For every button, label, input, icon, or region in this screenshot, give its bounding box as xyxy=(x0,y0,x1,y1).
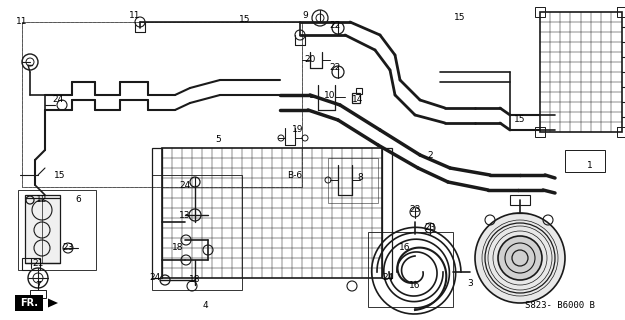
Text: 20: 20 xyxy=(304,55,316,65)
Text: 16: 16 xyxy=(399,244,411,252)
Text: 15: 15 xyxy=(514,116,526,124)
Text: 8: 8 xyxy=(357,173,363,182)
Text: 23: 23 xyxy=(424,223,436,233)
Circle shape xyxy=(498,236,542,280)
Text: 15: 15 xyxy=(239,15,251,25)
Text: 18: 18 xyxy=(173,244,184,252)
Text: 10: 10 xyxy=(324,91,336,100)
Text: 1: 1 xyxy=(587,161,593,170)
FancyArrow shape xyxy=(20,299,58,308)
Text: 23: 23 xyxy=(409,205,421,214)
Text: 24: 24 xyxy=(52,95,64,105)
Text: 18: 18 xyxy=(189,276,201,284)
Text: 16: 16 xyxy=(409,281,421,290)
Bar xyxy=(18,190,96,270)
Text: S823- B6000 B: S823- B6000 B xyxy=(525,300,595,309)
Bar xyxy=(22,22,302,187)
Bar xyxy=(368,232,453,307)
Text: 19: 19 xyxy=(292,125,304,134)
Text: 7: 7 xyxy=(35,281,41,290)
Bar xyxy=(535,7,545,17)
Bar xyxy=(540,12,622,132)
Bar xyxy=(382,148,392,278)
Bar xyxy=(152,175,242,290)
Text: 5: 5 xyxy=(215,135,221,145)
Bar xyxy=(535,127,545,137)
Text: 2: 2 xyxy=(428,150,432,159)
Bar xyxy=(328,158,378,203)
Text: 22: 22 xyxy=(329,63,341,73)
Bar xyxy=(510,195,530,205)
Text: 3: 3 xyxy=(467,278,473,287)
Text: 24: 24 xyxy=(149,274,161,283)
Text: 6: 6 xyxy=(75,196,81,204)
Bar xyxy=(617,7,625,17)
Bar xyxy=(22,22,302,187)
Bar xyxy=(22,258,40,270)
Bar xyxy=(356,88,362,94)
Text: 11: 11 xyxy=(129,11,141,20)
Circle shape xyxy=(475,213,565,303)
Text: 15: 15 xyxy=(454,13,466,22)
Bar xyxy=(15,295,43,311)
Bar xyxy=(617,127,625,137)
Bar xyxy=(565,150,605,172)
Text: 14: 14 xyxy=(352,95,364,105)
Bar xyxy=(162,148,382,278)
Text: 15: 15 xyxy=(54,171,66,180)
Text: 13: 13 xyxy=(179,211,191,220)
Text: 21: 21 xyxy=(32,259,44,268)
Bar xyxy=(352,93,360,103)
Text: FR.: FR. xyxy=(20,298,38,308)
Text: 24: 24 xyxy=(179,180,191,189)
Text: 9: 9 xyxy=(302,11,308,20)
Text: 23: 23 xyxy=(62,244,74,252)
Bar xyxy=(30,290,46,298)
Text: 24: 24 xyxy=(382,274,394,283)
Text: 11: 11 xyxy=(16,18,28,27)
Text: 22: 22 xyxy=(329,20,341,29)
Bar xyxy=(25,195,60,263)
Bar xyxy=(152,148,162,278)
Text: 12: 12 xyxy=(36,196,48,204)
Text: 4: 4 xyxy=(202,300,208,309)
Text: B-6: B-6 xyxy=(288,171,302,180)
